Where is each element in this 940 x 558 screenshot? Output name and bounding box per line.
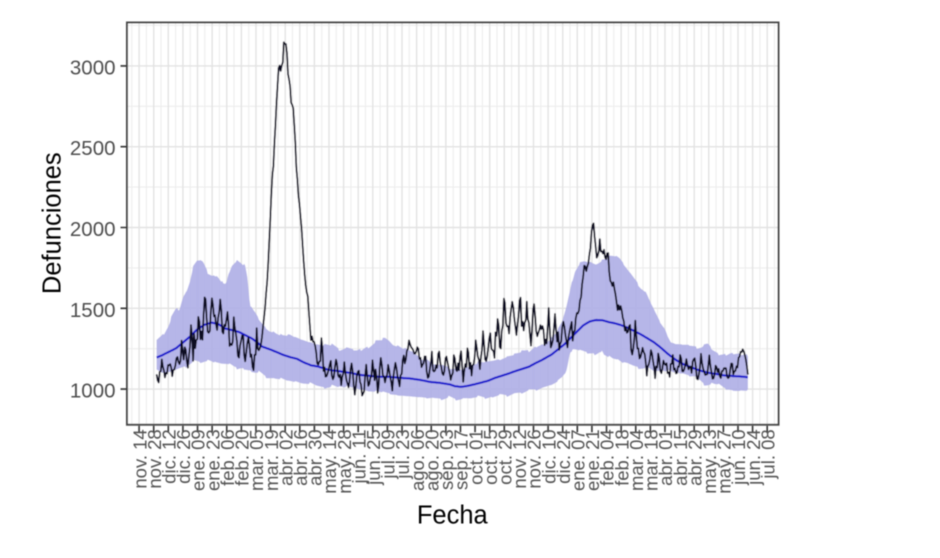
svg-text:nov. 12: nov. 12 bbox=[509, 429, 530, 488]
svg-text:sep. 17: sep. 17 bbox=[451, 429, 472, 490]
svg-text:mar. 18: mar. 18 bbox=[641, 429, 662, 491]
svg-text:may. 27: may. 27 bbox=[714, 429, 735, 493]
svg-text:ene. 07: ene. 07 bbox=[568, 429, 589, 491]
svg-text:mar. 04: mar. 04 bbox=[626, 429, 647, 491]
svg-text:1000: 1000 bbox=[70, 380, 116, 403]
svg-text:abr. 30: abr. 30 bbox=[305, 429, 326, 486]
svg-text:ene. 23: ene. 23 bbox=[202, 429, 223, 491]
svg-text:2000: 2000 bbox=[70, 218, 116, 241]
svg-text:Fecha: Fecha bbox=[417, 502, 489, 530]
svg-text:oct. 01: oct. 01 bbox=[465, 429, 486, 485]
svg-text:may. 13: may. 13 bbox=[699, 429, 720, 493]
svg-text:oct. 29: oct. 29 bbox=[494, 429, 515, 485]
svg-text:jul. 08: jul. 08 bbox=[757, 429, 778, 479]
svg-text:abr. 29: abr. 29 bbox=[684, 429, 705, 486]
svg-text:oct. 15: oct. 15 bbox=[480, 429, 501, 485]
svg-text:jul. 09: jul. 09 bbox=[378, 429, 399, 479]
svg-text:sep. 03: sep. 03 bbox=[436, 429, 457, 490]
svg-text:abr. 02: abr. 02 bbox=[275, 429, 296, 486]
svg-text:ene. 09: ene. 09 bbox=[188, 429, 209, 491]
svg-text:may. 14: may. 14 bbox=[319, 429, 340, 493]
svg-text:abr. 15: abr. 15 bbox=[670, 429, 691, 486]
svg-text:ene. 21: ene. 21 bbox=[582, 429, 603, 491]
svg-text:feb. 04: feb. 04 bbox=[597, 429, 618, 486]
svg-text:feb. 20: feb. 20 bbox=[232, 429, 253, 486]
svg-text:dic. 12: dic. 12 bbox=[159, 429, 180, 484]
svg-text:feb. 18: feb. 18 bbox=[611, 429, 632, 486]
svg-text:nov. 14: nov. 14 bbox=[129, 429, 150, 488]
svg-text:dic. 26: dic. 26 bbox=[173, 429, 194, 484]
svg-text:jun. 24: jun. 24 bbox=[743, 429, 764, 486]
svg-text:mar. 05: mar. 05 bbox=[246, 429, 267, 491]
svg-text:abr. 16: abr. 16 bbox=[290, 429, 311, 486]
svg-text:2500: 2500 bbox=[70, 137, 116, 160]
svg-text:may. 28: may. 28 bbox=[334, 429, 355, 493]
svg-text:Defunciones: Defunciones bbox=[39, 152, 67, 294]
svg-text:jun. 11: jun. 11 bbox=[348, 429, 369, 484]
svg-text:dic. 24: dic. 24 bbox=[553, 429, 574, 484]
svg-text:jul. 23: jul. 23 bbox=[392, 429, 413, 479]
svg-text:nov. 28: nov. 28 bbox=[144, 429, 165, 488]
svg-text:feb. 06: feb. 06 bbox=[217, 429, 238, 486]
svg-text:mar. 19: mar. 19 bbox=[261, 429, 282, 491]
svg-text:ago. 20: ago. 20 bbox=[421, 429, 442, 491]
svg-text:abr. 01: abr. 01 bbox=[655, 429, 676, 486]
svg-text:jun. 25: jun. 25 bbox=[363, 429, 384, 486]
svg-text:nov. 26: nov. 26 bbox=[524, 429, 545, 488]
svg-text:3000: 3000 bbox=[70, 56, 116, 79]
svg-text:jun. 10: jun. 10 bbox=[728, 429, 749, 486]
svg-text:1500: 1500 bbox=[70, 299, 116, 322]
svg-text:dic. 10: dic. 10 bbox=[538, 429, 559, 484]
svg-text:ago. 06: ago. 06 bbox=[407, 429, 428, 491]
